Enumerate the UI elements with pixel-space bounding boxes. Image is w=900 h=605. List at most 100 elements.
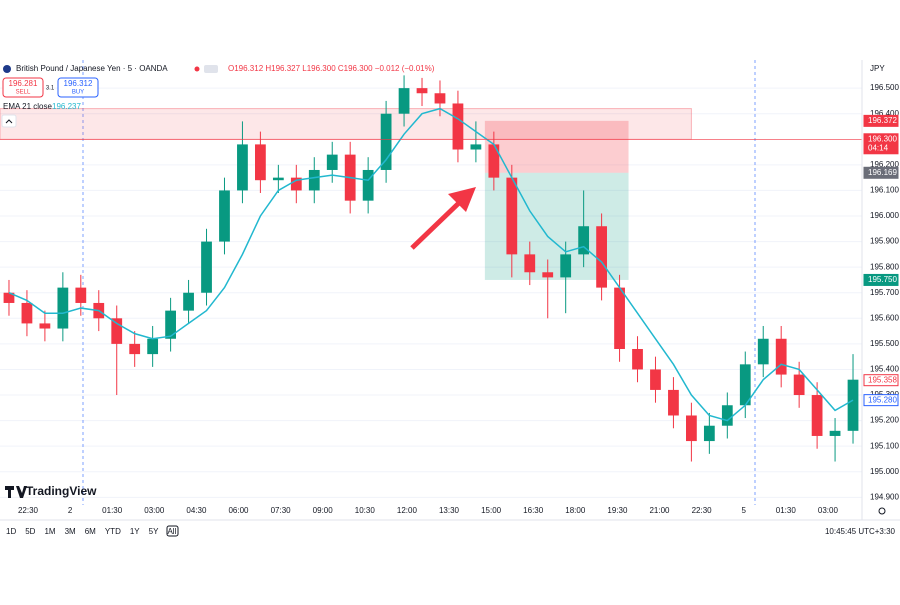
- x-tick-label: 13:30: [439, 506, 460, 515]
- logo-icon: [5, 486, 27, 498]
- range-button[interactable]: 1M: [44, 527, 55, 536]
- status-dot: [194, 66, 200, 72]
- x-tick-label: 04:30: [186, 506, 207, 515]
- x-tick-label: 15:00: [481, 506, 502, 515]
- candle-body: [434, 93, 446, 104]
- ohlc: O196.312 H196.327 L196.300 C196.300 −0.0…: [228, 64, 435, 73]
- x-tick-label: 03:00: [818, 506, 839, 515]
- logo: TradingView: [26, 484, 97, 498]
- y-tick-label: 196.500: [870, 83, 899, 92]
- collapse-button[interactable]: [1, 114, 17, 128]
- x-tick-label: 19:30: [607, 506, 628, 515]
- candle-body: [326, 154, 338, 170]
- range-button[interactable]: 1Y: [130, 527, 140, 536]
- candle-body: [650, 369, 661, 390]
- x-tick-label: 16:30: [523, 506, 544, 515]
- y-tick-label: 196.400: [870, 109, 899, 118]
- y-tick-label: 195.900: [870, 237, 899, 246]
- candle-body: [793, 374, 805, 396]
- buy-button[interactable]: [57, 77, 99, 98]
- indicator-value: 196.237: [52, 102, 81, 111]
- candle-body: [524, 254, 536, 273]
- x-tick-label: 03:00: [144, 506, 165, 515]
- x-tick-label: 21:00: [649, 506, 670, 515]
- y-tick-label: 195.100: [870, 441, 899, 450]
- price-badge-label: 195.358: [868, 375, 897, 384]
- candle-body: [488, 144, 500, 178]
- y-tick-label: 196.100: [870, 186, 899, 195]
- candle-body: [165, 310, 176, 339]
- y-tick-label: 196.200: [870, 160, 899, 169]
- candle-body: [237, 144, 248, 191]
- x-tick-label: 01:30: [102, 506, 123, 515]
- buy-label: BUY: [72, 90, 84, 96]
- price-badge: [863, 114, 899, 127]
- x-tick-label: 22:30: [18, 506, 39, 515]
- candle-body: [506, 177, 518, 255]
- status-icon: [204, 65, 218, 73]
- price-badge-label: 195.280: [868, 395, 897, 404]
- settings-icon[interactable]: [878, 507, 886, 515]
- annotation-arrowhead: [448, 187, 476, 212]
- x-tick-label: 07:30: [271, 506, 292, 515]
- range-button[interactable]: 5D: [25, 527, 35, 536]
- candle-body: [308, 169, 320, 191]
- flag-icon: [3, 65, 11, 73]
- candle-body: [111, 318, 123, 344]
- range-button[interactable]: 1D: [6, 527, 16, 536]
- candle-body: [829, 430, 841, 436]
- currency: JPY: [870, 64, 885, 73]
- candle-body: [614, 287, 625, 349]
- sell-label: SELL: [16, 90, 31, 96]
- x-tick-label: 12:00: [397, 506, 418, 515]
- sell-button[interactable]: [2, 77, 44, 98]
- sell-price: 196.281: [9, 79, 38, 88]
- candle-body: [272, 177, 284, 181]
- candle-body: [632, 348, 643, 370]
- candle-body: [470, 144, 482, 150]
- y-tick-label: 195.600: [870, 313, 899, 322]
- price-badge-label: 195.750: [868, 275, 897, 284]
- indicator-name: EMA 21 close: [3, 102, 52, 111]
- price-badge: [863, 374, 899, 387]
- candle-body: [757, 338, 769, 365]
- x-tick-label: 09:00: [313, 506, 334, 515]
- range-button[interactable]: All: [167, 527, 176, 536]
- candle-body: [578, 226, 590, 255]
- range-button[interactable]: 3M: [65, 527, 76, 536]
- range-button[interactable]: YTD: [105, 527, 121, 536]
- x-tick-label: 22:30: [692, 506, 713, 515]
- range-button[interactable]: 5Y: [149, 527, 159, 536]
- range-bar: 1D 5D 1M 3M 6M YTD 1Y 5Y All: [6, 527, 177, 536]
- candle-body: [703, 425, 715, 442]
- price-badge: [863, 166, 899, 179]
- x-tick-label: 5: [741, 506, 746, 515]
- candle-body: [39, 323, 51, 329]
- countdown: 04:14: [868, 143, 889, 152]
- candle-body: [739, 364, 751, 406]
- y-tick-label: 195.000: [870, 467, 899, 476]
- y-tick-label: 195.500: [870, 339, 899, 348]
- candle-body: [560, 254, 572, 278]
- price-badge: [863, 133, 899, 155]
- candle-body: [147, 338, 159, 355]
- stop-area: [484, 120, 629, 173]
- price-badge-label: 196.300: [868, 134, 897, 143]
- candle-body: [129, 343, 141, 355]
- candle-body: [362, 169, 374, 201]
- y-tick-label: 194.900: [870, 492, 899, 501]
- symbol: British Pound / Japanese Yen · 5 · OANDA: [16, 64, 168, 73]
- y-tick-label: 196.000: [870, 211, 899, 220]
- candle-body: [775, 338, 787, 375]
- candle-body: [452, 103, 464, 150]
- price-badge-label: 196.372: [868, 116, 897, 125]
- range-button[interactable]: 6M: [85, 527, 96, 536]
- annotation-arrow: [410, 198, 464, 250]
- price-badge-label: 196.169: [868, 168, 897, 177]
- candle-body: [201, 241, 212, 293]
- candle-body: [416, 88, 428, 94]
- calendar-icon[interactable]: [166, 525, 179, 537]
- x-tick-label: 01:30: [776, 506, 797, 515]
- y-tick-label: 195.200: [870, 416, 899, 425]
